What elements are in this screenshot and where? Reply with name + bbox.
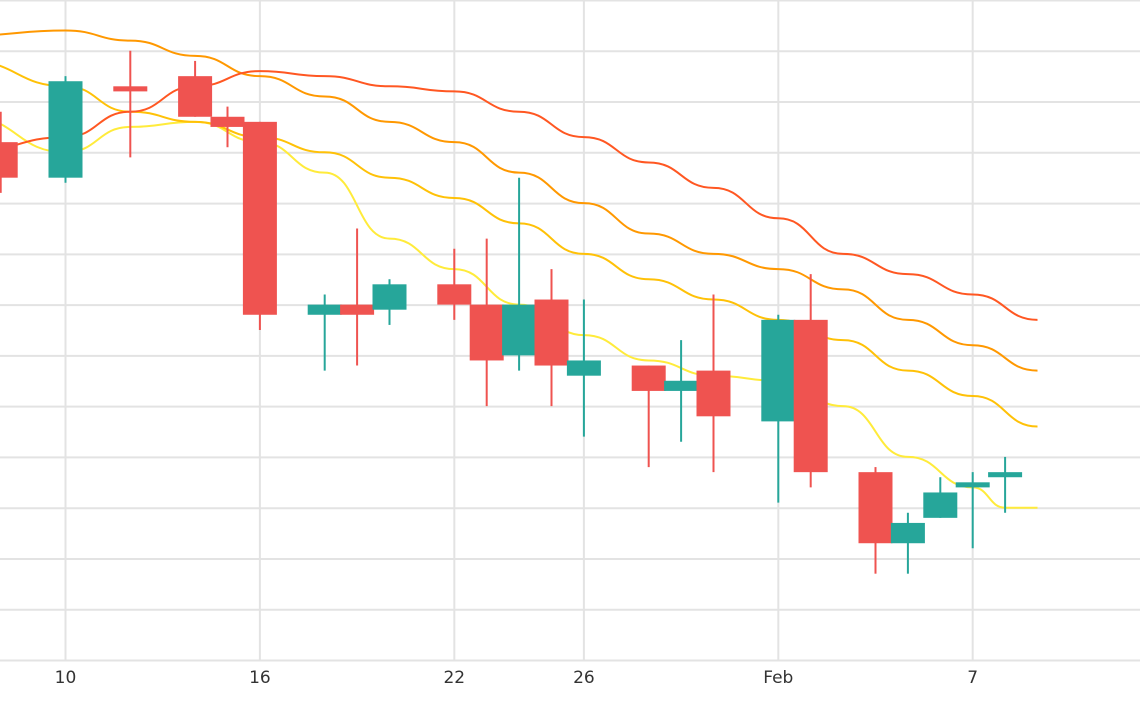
candle-body	[437, 284, 472, 305]
candle[interactable]	[210, 106, 245, 148]
candle-body	[502, 304, 537, 356]
candle[interactable]	[113, 50, 148, 158]
candle[interactable]	[631, 365, 666, 468]
candle[interactable]	[664, 340, 699, 442]
x-tick-label: 16	[249, 668, 271, 688]
candle[interactable]	[48, 76, 83, 183]
candle[interactable]	[858, 467, 893, 574]
candle[interactable]	[437, 248, 472, 320]
candle[interactable]	[178, 60, 213, 117]
candle[interactable]	[340, 228, 375, 366]
candle[interactable]	[566, 299, 601, 437]
candle-body	[664, 380, 699, 391]
x-tick-label: Feb	[763, 668, 793, 688]
candle-body	[890, 522, 925, 544]
candle-body	[988, 472, 1023, 478]
candle[interactable]	[242, 121, 277, 330]
moving-average-line-4	[0, 70, 1038, 321]
x-axis: 10 16 22 26 Feb 7	[55, 668, 978, 688]
grid	[0, 0, 1140, 662]
candle[interactable]	[372, 279, 407, 325]
candle[interactable]	[761, 314, 796, 503]
candle-body	[210, 116, 245, 127]
candle-body	[469, 304, 504, 361]
x-tick-label: 22	[443, 668, 465, 688]
candle-body	[696, 370, 731, 417]
candle[interactable]	[502, 177, 537, 371]
x-tick-label: 7	[967, 668, 978, 688]
candle-body	[113, 86, 148, 92]
candle[interactable]	[988, 456, 1023, 513]
candle-body	[793, 319, 828, 473]
candle-body	[923, 492, 958, 518]
candle[interactable]	[923, 477, 958, 518]
candle-body	[534, 299, 569, 366]
candle-body	[631, 365, 666, 391]
candle[interactable]	[469, 238, 504, 407]
candle-body	[955, 482, 990, 488]
x-tick-label: 10	[55, 668, 77, 688]
candle-body	[178, 76, 213, 117]
moving-average-line-3	[0, 29, 1038, 372]
candle-body	[340, 304, 375, 315]
candle-body	[0, 142, 18, 178]
candle[interactable]	[307, 294, 342, 371]
candle[interactable]	[955, 472, 990, 549]
candle-body	[48, 81, 83, 178]
candle[interactable]	[534, 269, 569, 407]
candle[interactable]	[0, 111, 18, 193]
candle-body	[242, 121, 277, 315]
candles	[0, 50, 1023, 574]
candle-body	[307, 304, 342, 315]
candle[interactable]	[696, 294, 731, 473]
candle-body	[566, 360, 601, 376]
candle-body	[372, 284, 407, 310]
x-tick-label: 26	[573, 668, 595, 688]
candle-body	[858, 472, 893, 544]
candle-body	[761, 319, 796, 422]
candle[interactable]	[793, 274, 828, 488]
candle[interactable]	[890, 512, 925, 574]
